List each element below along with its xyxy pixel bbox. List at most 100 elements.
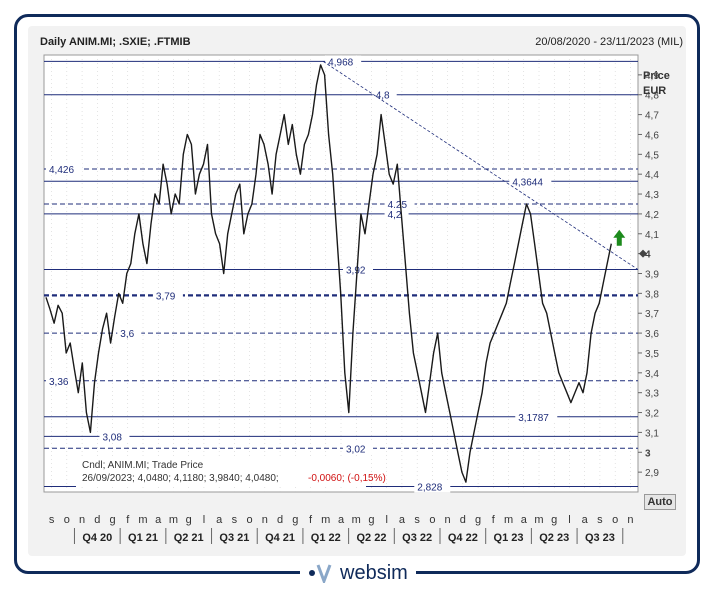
websim-logo-icon — [309, 564, 332, 583]
y-tick-label: 4,3 — [645, 190, 659, 201]
month-label: g — [292, 514, 298, 526]
y-tick-label: 3,3 — [645, 389, 659, 400]
month-label: g — [475, 514, 481, 526]
y-tick-label: 3,2 — [645, 409, 659, 420]
month-label: a — [521, 514, 528, 526]
month-label: m — [534, 514, 543, 526]
current-price-marker — [639, 249, 647, 258]
month-label: n — [445, 514, 451, 526]
auto-scale-button[interactable]: Auto — [644, 494, 676, 510]
month-label: o — [247, 514, 253, 526]
level-label: 4,426 — [49, 165, 74, 176]
y-tick-label: 3 — [645, 448, 651, 459]
month-label: m — [321, 514, 330, 526]
month-label: d — [94, 514, 100, 526]
websim-logo-text: websim — [340, 561, 408, 584]
month-label: m — [504, 514, 513, 526]
month-label: n — [627, 514, 633, 526]
level-label-bg — [384, 197, 415, 210]
month-label: l — [568, 514, 570, 526]
y-tick-label: 4,7 — [645, 111, 659, 122]
quarter-label: Q1 21 — [128, 532, 158, 544]
month-label: s — [232, 514, 238, 526]
y-tick-label: 2,9 — [645, 468, 659, 479]
price-series-line — [45, 64, 612, 483]
level-label: 3,6 — [120, 329, 134, 340]
y-tick-label: 3,7 — [645, 309, 659, 320]
level-label-bg — [515, 410, 558, 423]
month-label: g — [551, 514, 557, 526]
level-label-bg — [46, 374, 76, 387]
month-label: g — [368, 514, 374, 526]
month-label: m — [352, 514, 361, 526]
price-axis-label: Price EUR — [643, 69, 670, 99]
date-range: 20/08/2020 - 23/11/2023 (MIL) — [535, 36, 683, 48]
quarter-label: Q3 23 — [585, 532, 615, 544]
legend-bg — [76, 457, 366, 487]
month-label: n — [262, 514, 268, 526]
trendline — [322, 61, 639, 270]
month-label: s — [414, 514, 420, 526]
y-tick-label: 4,5 — [645, 150, 659, 161]
level-label: 3,36 — [49, 377, 69, 388]
y-tick-label: 3,9 — [645, 270, 659, 281]
level-label-bg — [117, 327, 142, 340]
y-tick-label: 4 — [645, 250, 651, 261]
quarter-label: Q1 23 — [494, 532, 524, 544]
level-label-bg — [99, 430, 130, 443]
month-label: g — [186, 514, 192, 526]
quarter-label: Q3 21 — [219, 532, 249, 544]
month-label: m — [138, 514, 147, 526]
month-label: d — [460, 514, 466, 526]
quarter-label: Q4 21 — [265, 532, 295, 544]
level-label-bg — [509, 175, 552, 188]
x-axis-band — [44, 510, 638, 530]
y-tick-label: 4,4 — [645, 170, 659, 181]
y-tick-label: 3,1 — [645, 428, 659, 439]
month-label: s — [49, 514, 55, 526]
level-label-bg — [325, 55, 362, 68]
month-label: g — [109, 514, 115, 526]
y-tick-label: 3,4 — [645, 369, 659, 380]
quarter-label: Q2 23 — [539, 532, 569, 544]
month-label: s — [597, 514, 603, 526]
y-tick-label: 4,9 — [645, 71, 659, 82]
month-label: l — [203, 514, 205, 526]
plot-area — [43, 54, 639, 493]
month-label: a — [338, 514, 345, 526]
level-label: 4,8 — [376, 91, 390, 102]
y-tick-label: 4,1 — [645, 230, 659, 241]
y-tick-label: 4,6 — [645, 130, 659, 141]
level-label: 3,1787 — [518, 413, 549, 424]
level-label: 4,3644 — [512, 177, 543, 188]
month-label: d — [277, 514, 283, 526]
quarter-label: Q2 22 — [356, 532, 386, 544]
month-label: l — [385, 514, 387, 526]
month-label: m — [169, 514, 178, 526]
legend-change: -0,0060; (-0,15%) — [308, 473, 386, 484]
y-tick-label: 4,2 — [645, 210, 659, 221]
legend-line-2: 26/09/2023; 4,0480; 4,1180; 3,9840; 4,04… — [82, 473, 279, 484]
level-label: 3,92 — [346, 266, 366, 277]
month-label: a — [216, 514, 223, 526]
y-tick-label: 3,5 — [645, 349, 659, 360]
month-label: a — [399, 514, 406, 526]
level-label: 4,25 — [388, 200, 408, 211]
level-label-bg — [384, 207, 409, 220]
level-label: 3,08 — [102, 432, 122, 443]
legend-line-1: Cndl; ANIM.MI; Trade Price — [82, 460, 204, 471]
month-label: n — [79, 514, 85, 526]
level-label: 4,2 — [388, 210, 402, 221]
month-label: a — [582, 514, 589, 526]
y-tick-label: 3,8 — [645, 289, 659, 300]
level-label-bg — [414, 480, 451, 493]
y-tick-label: 4,8 — [645, 91, 659, 102]
level-label-bg — [46, 163, 82, 176]
month-label: o — [429, 514, 435, 526]
month-label: a — [155, 514, 162, 526]
quarter-label: Q1 22 — [311, 532, 341, 544]
level-label: 3,02 — [346, 444, 366, 455]
level-label-bg — [343, 263, 373, 276]
level-label: 4,968 — [328, 57, 353, 68]
